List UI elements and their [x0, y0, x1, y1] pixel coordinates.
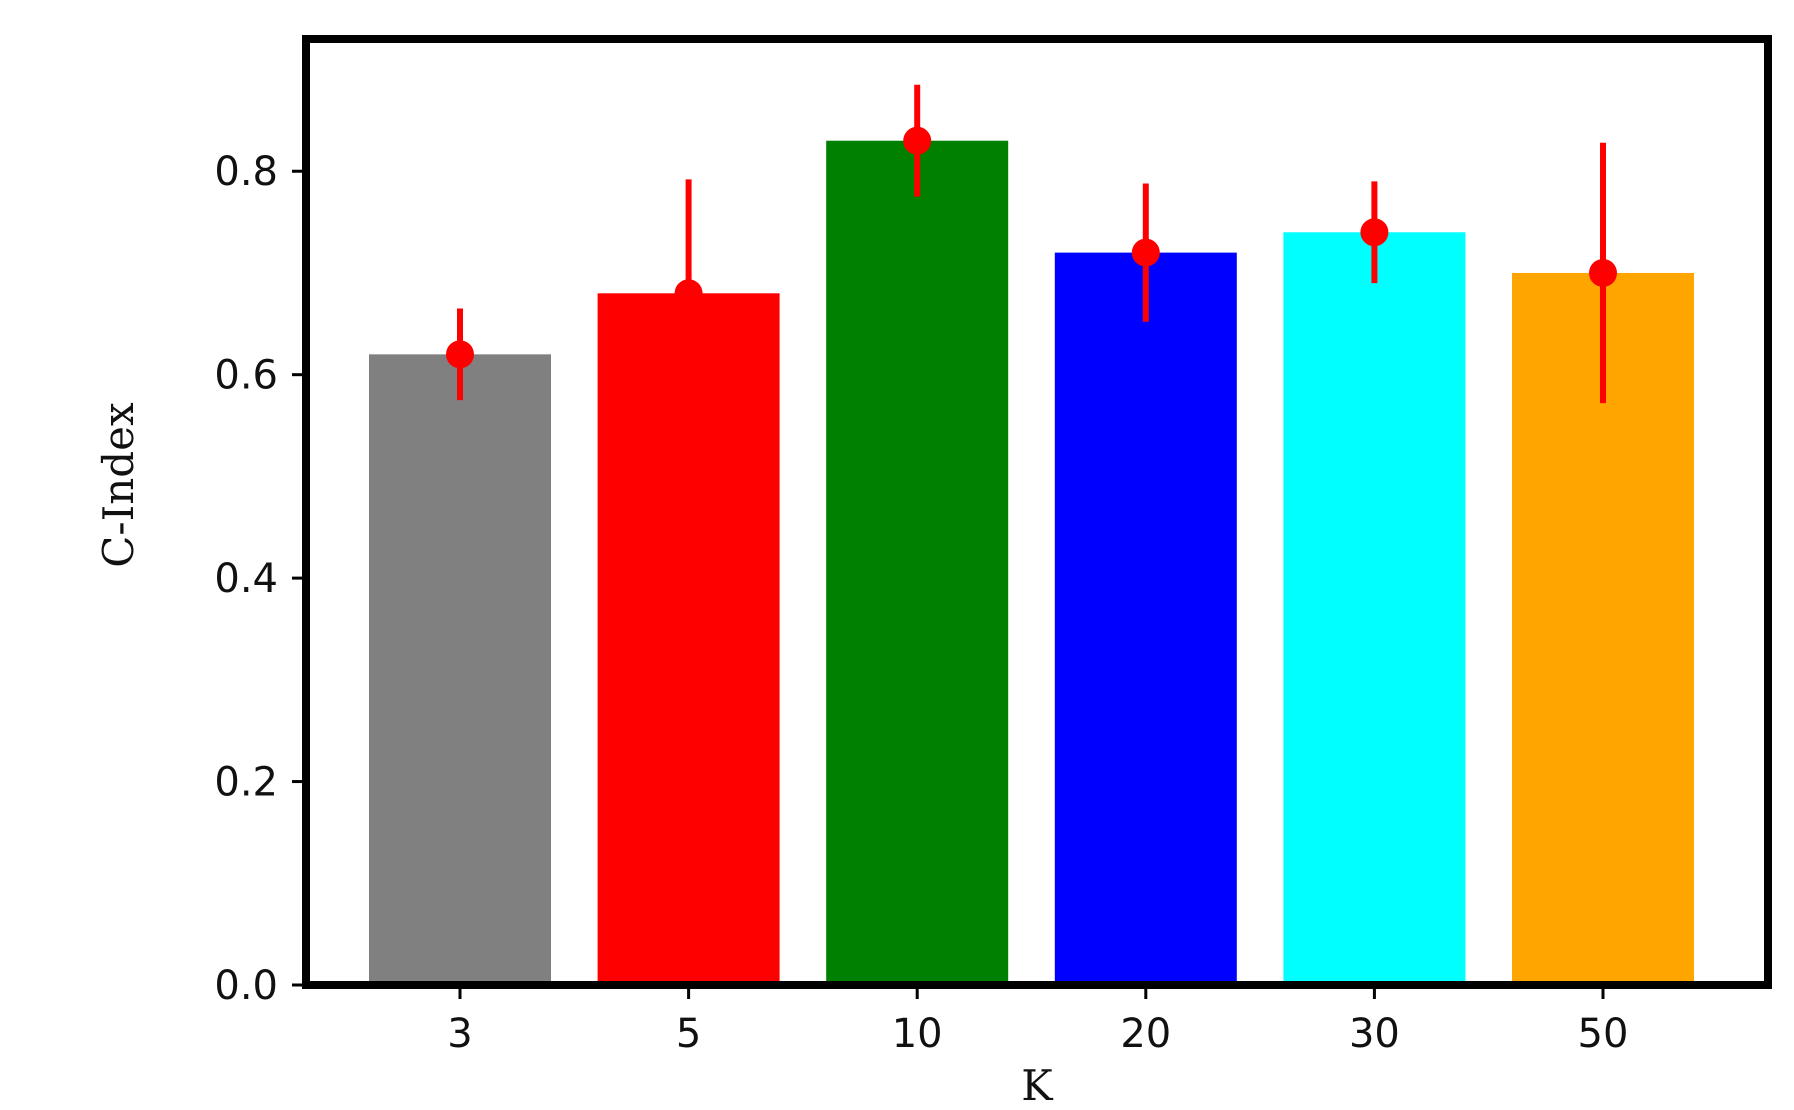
point-marker-20 — [1131, 238, 1160, 267]
plot-frame — [302, 35, 1772, 989]
x-tick-label: 3 — [447, 1011, 472, 1057]
y-tick-label: 0.4 — [214, 556, 278, 602]
bar-30 — [1283, 232, 1466, 986]
error-bars-layer — [446, 84, 1617, 404]
x-tick-label: 30 — [1349, 1011, 1400, 1057]
y-axis: 0.0 0.2 0.4 0.6 0.8 — [214, 149, 306, 1009]
point-marker-3 — [446, 340, 474, 369]
y-tick-label: 0.8 — [214, 149, 278, 195]
y-tick-label: 0.0 — [214, 963, 278, 1009]
point-marker-50 — [1589, 258, 1617, 287]
point-marker-5 — [674, 279, 703, 308]
x-axis-label: K — [1021, 1061, 1054, 1110]
x-tick-label: 50 — [1578, 1011, 1629, 1057]
x-tick-label: 5 — [676, 1011, 701, 1057]
bar-20 — [1054, 252, 1237, 985]
point-marker-10 — [903, 126, 932, 155]
y-tick-label: 0.2 — [214, 760, 278, 806]
bar-3 — [369, 354, 551, 985]
x-tick-label: 10 — [892, 1011, 943, 1057]
bars-layer — [369, 140, 1694, 986]
y-tick-label: 0.6 — [214, 353, 278, 399]
y-axis-label: C-Index — [94, 402, 143, 568]
x-tick-label: 20 — [1120, 1011, 1171, 1057]
x-axis: 3 5 10 20 30 50 — [447, 985, 1628, 1057]
bar-5 — [597, 293, 780, 985]
bar-10 — [826, 140, 1009, 985]
point-marker-30 — [1360, 218, 1389, 247]
